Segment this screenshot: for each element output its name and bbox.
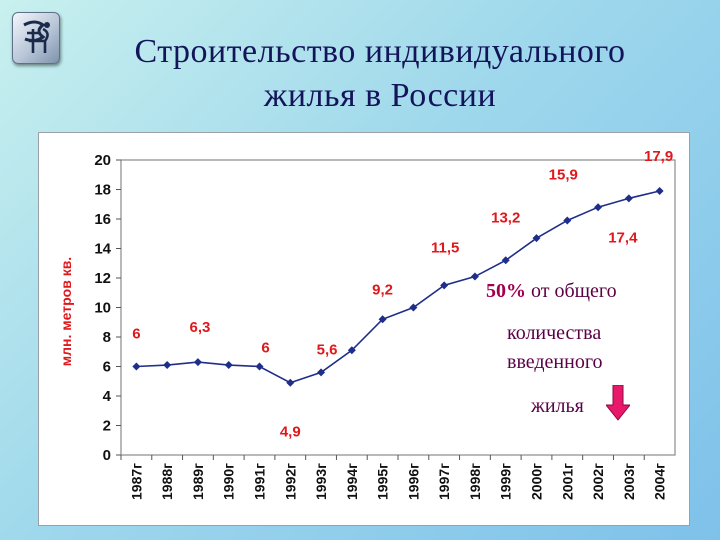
slide-title-line-1: Строительство индивидуального [134,33,626,70]
data-label: 15,9 [549,166,578,183]
plot-area [120,159,676,456]
y-tick-label: 10 [94,300,111,317]
x-tick-label: 1991г [252,463,268,500]
data-label: 13,2 [491,209,520,226]
note-line-4: жилья [531,395,584,417]
data-point [624,194,633,203]
data-label: 11,5 [431,239,459,256]
data-point [224,361,233,370]
x-tick-label: 1992г [282,463,298,500]
x-tick-label: 1995г [375,463,391,500]
data-label: 17,4 [608,229,638,246]
x-tick-label: 2004г [652,463,668,500]
y-tick-label: 0 [103,447,111,464]
data-point [470,272,479,281]
data-point [347,346,356,355]
data-point [378,315,387,324]
y-axis-label: млн. метров кв. [58,257,74,366]
chart-panel: 0 2 4 6 8 10 12 14 16 18 20 1987г 1988г 1989г 1990г 199… [38,132,690,526]
y-tick-label: 18 [94,182,111,199]
y-tick-label: 8 [103,329,111,346]
x-tick-label: 2000г [529,463,545,500]
x-tick-label: 1998г [467,463,483,500]
x-tick-label: 1988г [159,463,175,500]
data-point [563,216,572,225]
note-line-1: 50% от общего [486,279,617,303]
note-line-1-rest: от общего [526,280,617,302]
data-point [193,358,202,367]
y-tick-label: 20 [94,152,111,169]
data-point [132,362,141,371]
y-tick-label: 16 [94,211,111,228]
logo-icon [12,12,60,64]
x-tick-label: 1996г [405,463,421,500]
series-line [136,190,660,384]
data-point [409,303,418,312]
note-line-2: количества [507,322,602,344]
x-tick-label: 1989г [190,463,206,500]
data-point [255,362,264,371]
x-tick-label: 1993г [313,463,329,500]
data-point [594,203,603,212]
x-tick-label: 1997г [436,463,452,500]
x-tick-label: 1987г [128,463,144,500]
data-label: 4,9 [280,424,301,441]
x-tick-label: 2001г [559,463,575,500]
data-point [317,368,326,377]
x-tick-label: 1990г [221,463,237,500]
data-label: 5,6 [317,341,338,358]
data-point [501,256,510,265]
data-label: 9,2 [372,281,393,298]
note-percent: 50% [486,280,526,302]
arrow-down-icon [606,385,630,421]
x-tick-label: 1994г [344,463,360,500]
data-label: 6 [261,340,269,357]
data-point [163,361,172,370]
slide-title-line-2: жилья в России [263,77,497,114]
y-tick-label: 14 [94,241,111,258]
data-point [655,186,664,195]
data-label: 17,9 [644,148,673,165]
y-tick-label: 2 [103,418,111,435]
y-tick-label: 12 [94,270,111,287]
x-tick-label: 1999г [498,463,514,500]
line-chart: 0 2 4 6 8 10 12 14 16 18 20 1987г 1988г 1989г 1990г 199… [58,148,676,500]
note-line-3: введенного [507,351,603,373]
slide-title: Строительство индивидуального жилья в Ро… [90,30,670,118]
data-point [532,234,541,243]
y-tick-label: 6 [103,359,111,376]
y-tick-label: 4 [103,388,112,405]
data-point [286,378,295,387]
data-label: 6,3 [190,319,211,336]
data-label: 6 [132,326,140,343]
x-tick-label: 2002г [590,463,606,500]
x-tick-label: 2003г [621,463,637,500]
data-point [440,281,449,290]
